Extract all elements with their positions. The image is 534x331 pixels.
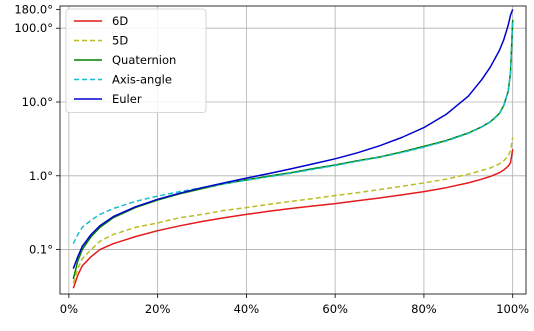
legend-label: 5D bbox=[112, 34, 128, 48]
y-tick-label: 100.0° bbox=[14, 21, 53, 35]
legend-label: 6D bbox=[112, 14, 128, 28]
legend-box bbox=[65, 8, 207, 113]
x-tick-label: 40% bbox=[234, 302, 260, 316]
legend-label: Axis-angle bbox=[112, 73, 172, 87]
x-tick-label: 0% bbox=[60, 302, 78, 316]
x-tick-label: 80% bbox=[411, 302, 437, 316]
legend-label: Euler bbox=[112, 92, 142, 106]
y-tick-label: 10.0° bbox=[22, 95, 53, 109]
x-axis: 0% 20% 40% 60% 80% 100% bbox=[60, 294, 529, 316]
series-line-5d bbox=[72, 137, 514, 284]
y-tick-label: 1.0° bbox=[29, 169, 53, 183]
series-line-euler bbox=[72, 9, 514, 269]
y-tick-label: 180.0° bbox=[14, 2, 53, 16]
x-tick-label: 60% bbox=[322, 302, 348, 316]
series-line-6d bbox=[72, 148, 514, 289]
y-tick-label: 0.1° bbox=[29, 243, 53, 257]
x-tick-label: 100% bbox=[496, 302, 529, 316]
x-tick-label: 20% bbox=[145, 302, 171, 316]
series-line-axis-angle bbox=[72, 21, 514, 245]
y-axis: 0.1° 1.0° 10.0° 100.0° 180.0° bbox=[14, 2, 60, 257]
series-line-quaternion bbox=[72, 19, 514, 280]
legend-label: Quaternion bbox=[112, 53, 176, 67]
plot-frame bbox=[59, 5, 527, 295]
legend: 6D 5D Quaternion Axis-angle Euler bbox=[65, 8, 207, 113]
series-lines bbox=[72, 9, 514, 289]
